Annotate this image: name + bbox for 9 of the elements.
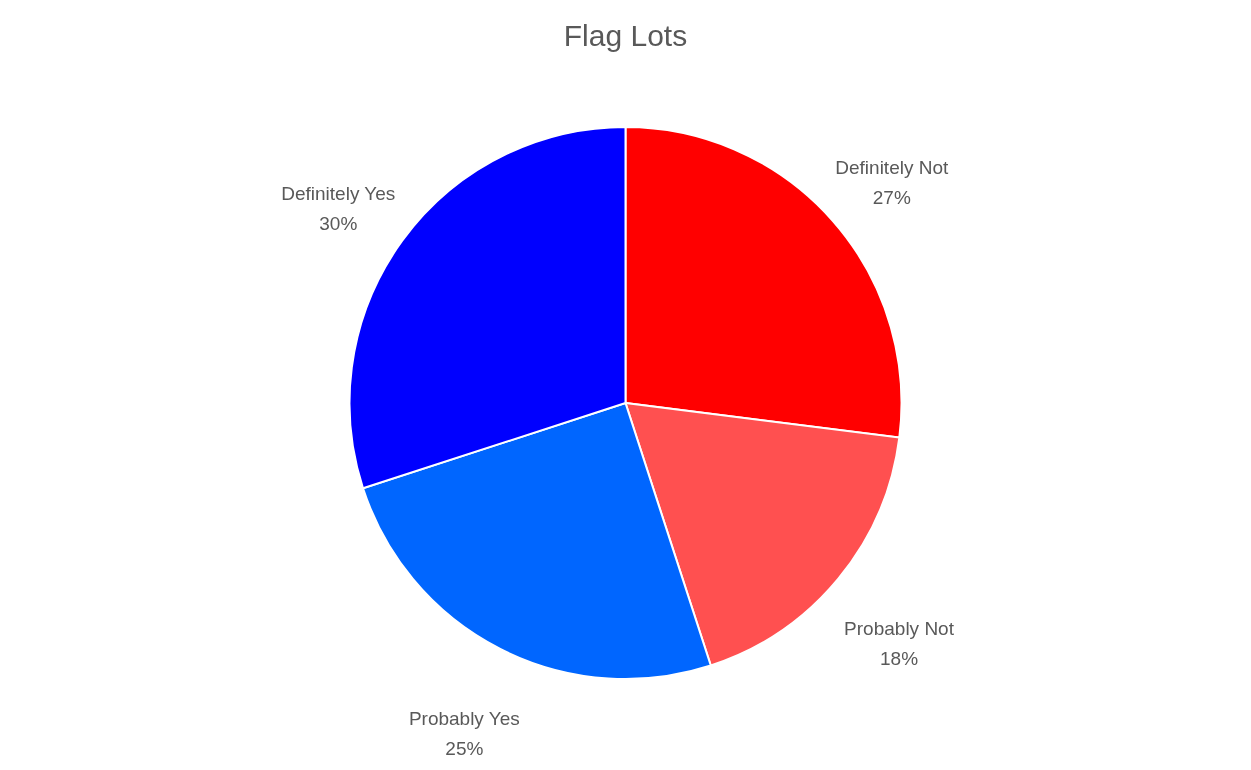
slice-label: Definitely Yes	[281, 183, 396, 205]
data-label: 27%	[872, 187, 911, 209]
slice-label: Probably Not	[844, 618, 955, 640]
slice-label: Definitely Not	[835, 157, 949, 179]
data-label: 25%	[445, 738, 484, 760]
data-label: 18%	[880, 648, 919, 670]
slice-label: Probably Yes	[408, 708, 520, 730]
data-label: 30%	[319, 213, 358, 235]
chart-title: Flag Lots	[563, 19, 688, 52]
